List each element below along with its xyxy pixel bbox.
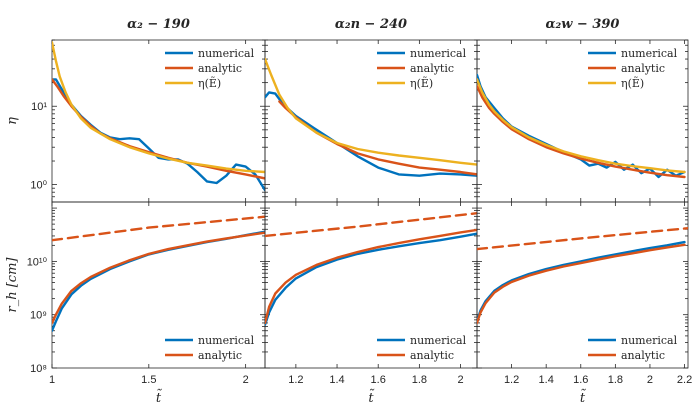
y-tick-label: 10⁸ [30,363,47,375]
series-line- [52,41,265,174]
legend-label: η(Ẽ) [621,76,644,90]
x-tick-label: 2 [457,374,463,386]
x-tick-label: 1 [49,374,55,386]
series-line-numerical [52,78,265,192]
series-group [265,57,477,177]
legend-label: η(Ẽ) [198,76,221,90]
legend-label: analytic [410,349,454,362]
series-group [52,215,265,332]
x-tick-label: 1.6 [371,374,386,386]
legend-label: η(Ẽ) [410,76,433,90]
legend: numerical analytic [165,334,255,362]
x-tick-label: 1.2 [504,374,519,386]
legend-label: numerical [198,334,255,347]
series-group [265,212,477,326]
series-group [477,73,686,179]
legend-label: numerical [621,334,678,347]
legend: numerical analytic [377,334,467,362]
legend-label: numerical [198,47,255,60]
series-group [477,227,688,325]
axes-box [476,201,689,369]
series-line-analytic [477,85,686,179]
x-tick-label: 1.2 [288,374,303,386]
panel-title: α₂n − 240 [335,17,407,32]
x-tick-label: 1.4 [329,374,344,386]
dashed-reference-line [52,215,265,242]
panel-bottom-middle: 1.2 1.4 1.6 1.8 2 t̃ numerical analytic [264,201,478,406]
dashed-reference-line [477,227,688,251]
series-group [52,41,265,192]
x-tick-label: 1.6 [573,374,588,386]
series-line-numerical [265,91,477,177]
legend-label: analytic [198,62,242,75]
y-tick-label: 10⁰ [30,180,47,192]
y-tick-label: 10⁹ [30,310,47,322]
series-line-analytic [52,78,265,180]
x-tick-label: 2 [647,374,653,386]
legend: numerical analytic [588,334,678,362]
panel-bottom-right: 1.2 1.4 1.6 1.8 2 2.2 t̃ numerical analytic [476,201,692,406]
series-line-numerical [477,240,686,323]
x-tick-label: 2 [243,374,249,386]
legend-label: analytic [198,349,242,362]
series-line- [265,57,477,166]
series-line-analytic [278,100,477,176]
y-axis-label: η [5,117,20,125]
x-axis-label: t̃ [580,389,586,406]
x-tick-label: 1.8 [608,374,623,386]
panel-title: α₂ − 190 [127,17,190,32]
y-tick-label: 10¹ [31,101,47,113]
series-line-numerical [265,232,477,326]
dashed-reference-line [265,212,477,238]
x-axis-label: t̃ [368,389,374,406]
panel-bottom-left: 1 1.5 2 10⁸ 10⁹ 10¹⁰ r_h [cm] t̃ numerical analyt… [5,201,266,406]
y-tick-label: 10¹⁰ [27,256,48,268]
x-tick-label: 1.5 [141,374,156,386]
series-line- [477,78,686,174]
legend-label: analytic [621,62,665,75]
x-tick-label: 1.4 [539,374,554,386]
legend-label: analytic [621,349,665,362]
series-line-analytic [477,243,686,325]
legend-label: numerical [410,334,467,347]
x-tick-label: 1.8 [412,374,427,386]
panel-title: α₂w − 390 [546,17,620,32]
series-line-analytic [265,228,477,325]
legend-label: numerical [621,47,678,60]
series-line-analytic [52,231,265,325]
x-tick-label: 2.2 [677,374,692,386]
legend-label: analytic [410,62,454,75]
y-axis-label: r_h [cm] [5,257,20,313]
legend-label: numerical [410,47,467,60]
x-axis-label: t̃ [156,389,162,406]
